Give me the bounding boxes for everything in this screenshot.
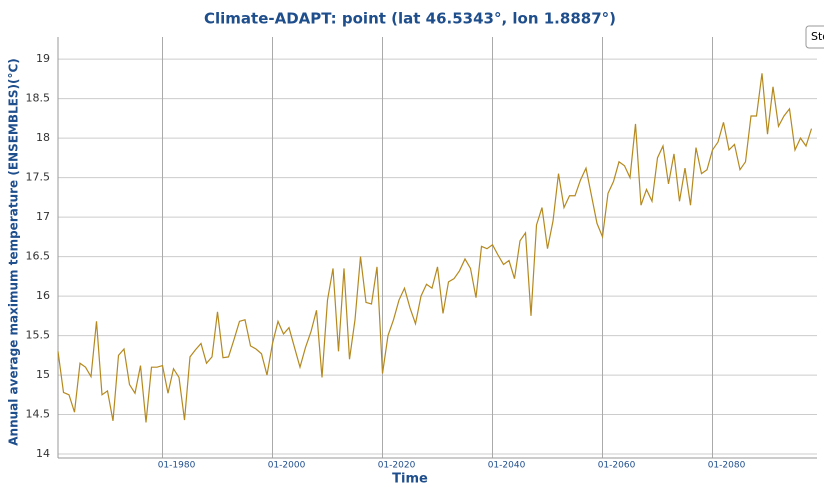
x-tick-label: 01-2020 — [378, 461, 416, 471]
y-tick-label: 19 — [36, 52, 50, 65]
y-tick-label: 17 — [36, 210, 50, 223]
x-tick-label: 01-2060 — [598, 461, 636, 471]
y-axis-label: Annual average maximum temperature (ENSE… — [7, 58, 21, 446]
x-tick-label: 01-2000 — [268, 461, 306, 471]
y-tick-label: 16.5 — [26, 250, 51, 263]
x-tick-label: 01-2040 — [488, 461, 526, 471]
button[interactable] — [805, 25, 824, 49]
y-tick-label: 18.5 — [26, 92, 51, 105]
y-tick-label: 14.5 — [26, 408, 51, 421]
y-tick-label: 16 — [36, 289, 50, 302]
y-tick-label: 15.5 — [26, 329, 51, 342]
x-tick-label: 01-2080 — [708, 461, 746, 471]
y-tick-label: 15 — [36, 368, 50, 381]
y-tick-label: 17.5 — [26, 171, 51, 184]
button-label[interactable]: Sto — [811, 30, 824, 43]
y-tick-label: 18 — [36, 131, 50, 144]
y-tick-label: 14 — [36, 447, 50, 460]
data-line — [57, 73, 813, 423]
chart-title: Climate-ADAPT: point (lat 46.5343°, lon … — [204, 10, 616, 28]
x-tick-label: 01-1980 — [158, 461, 196, 471]
x-axis-label: Time — [392, 472, 428, 483]
